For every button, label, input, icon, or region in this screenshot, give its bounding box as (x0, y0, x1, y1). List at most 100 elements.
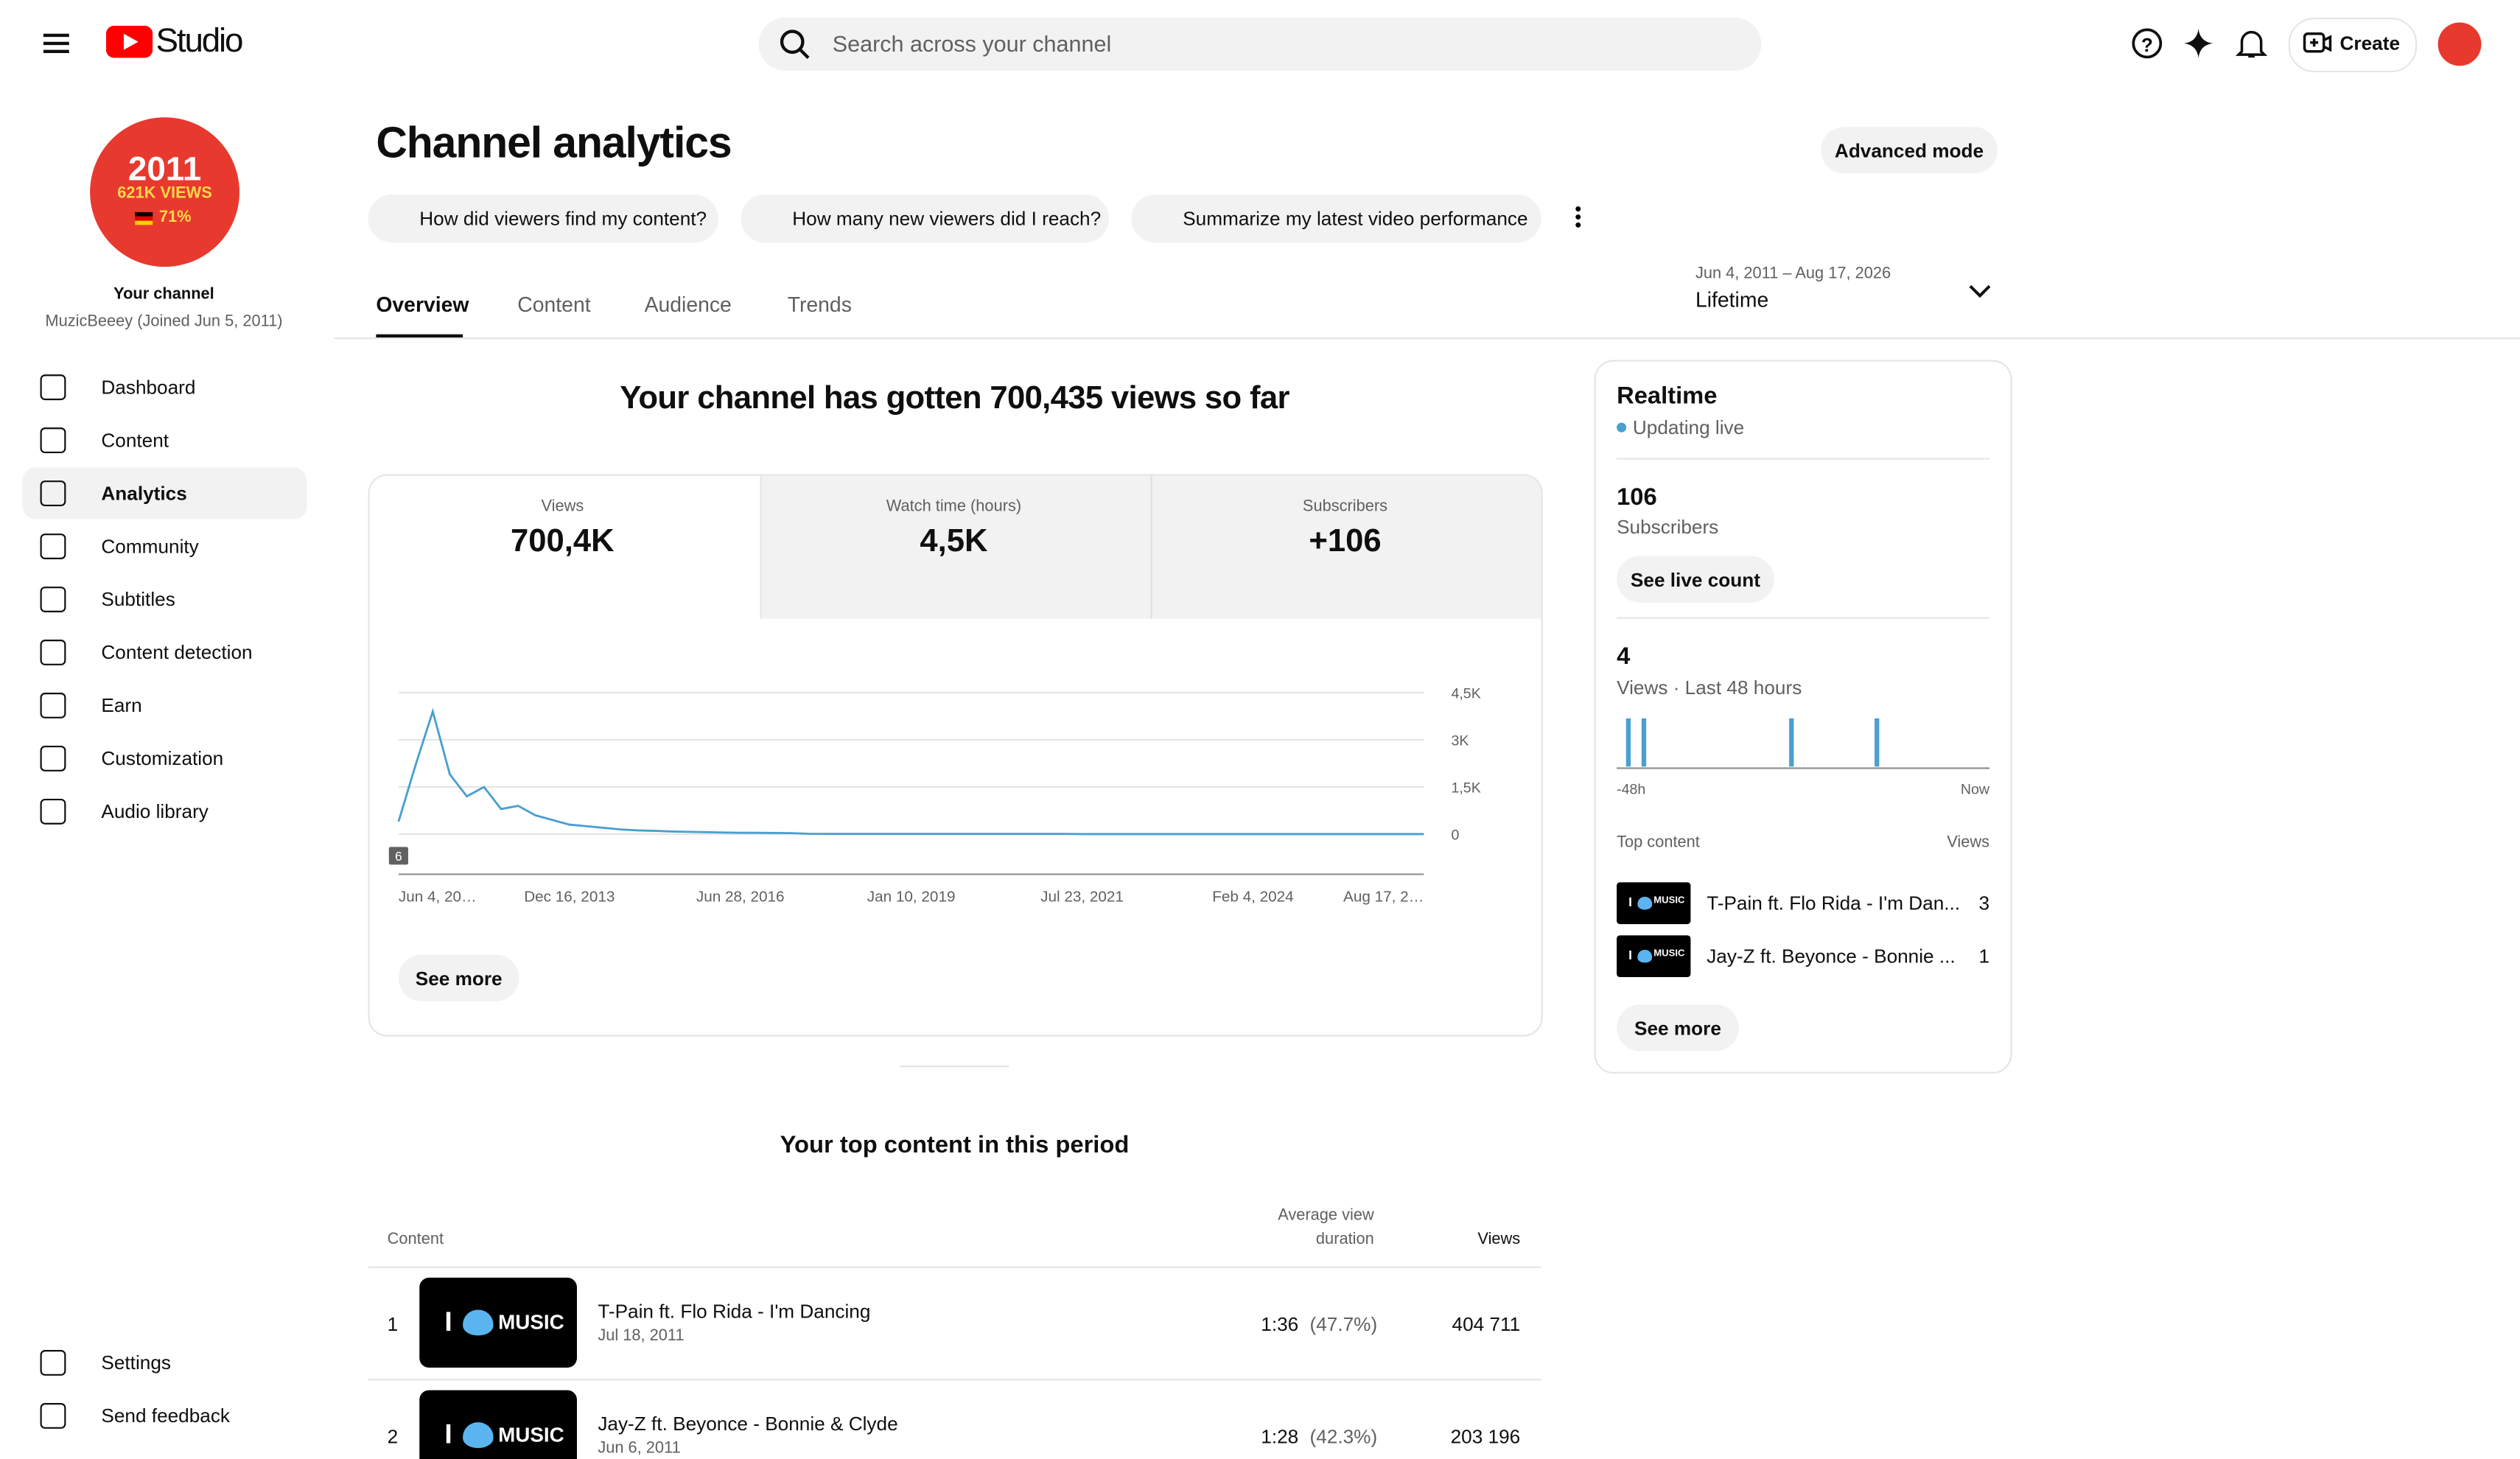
thumbnail[interactable] (1617, 935, 1691, 978)
metric-label[interactable]: Views (541, 498, 584, 517)
see-more[interactable]: See more (1617, 1004, 1739, 1052)
nav-icon[interactable] (40, 480, 66, 507)
bar (1641, 718, 1647, 767)
live-status: Updating live (1632, 416, 1745, 439)
channel-avatar[interactable] (90, 117, 239, 267)
logo-icon[interactable] (105, 25, 153, 58)
create-label[interactable]: Create (2339, 32, 2401, 55)
nav-item[interactable]: Earn (101, 694, 142, 717)
prompt-chip[interactable] (1131, 194, 1541, 243)
nav-item[interactable]: Settings (101, 1351, 171, 1374)
metric-label[interactable]: Watch time (hours) (886, 498, 1022, 517)
tab[interactable]: Content (517, 292, 591, 317)
sep (1617, 617, 1990, 619)
avatar-views: 621K VIEWS (117, 184, 212, 203)
percent: (47.7%) (1309, 1312, 1378, 1336)
see-live[interactable]: See live count (1617, 556, 1774, 603)
nav-icon[interactable] (40, 1350, 66, 1376)
see-more[interactable]: See more (398, 954, 519, 1001)
video-title[interactable]: T-Pain ft. Flo Rida - I'm Dancing (598, 1300, 871, 1323)
top-content-title: Your top content in this period (780, 1131, 1130, 1159)
search-placeholder[interactable]: Search across your channel (832, 30, 1112, 57)
search-icon[interactable] (780, 29, 812, 61)
views-label: Views · Last 48 hours (1617, 676, 1802, 699)
x-tick-label: Aug 17, 2… (1343, 889, 1424, 906)
duration: 1:36 (1261, 1312, 1299, 1336)
x-tick-label: Now (1961, 781, 1990, 797)
nav-item[interactable]: Audio library (101, 800, 209, 823)
annotation-box (388, 847, 408, 865)
avatar-percent: 71% (158, 209, 192, 227)
video-date: Jul 18, 2011 (598, 1327, 685, 1346)
nav-active-bg (22, 467, 307, 519)
rt-title[interactable]: Jay-Z ft. Beyonce - Bonnie ... (1707, 945, 1956, 968)
x-tick-label: Jan 10, 2019 (867, 889, 956, 906)
rank: 2 (387, 1425, 399, 1449)
nav-icon[interactable] (40, 533, 66, 559)
nav-icon[interactable] (40, 745, 66, 772)
spark-icon[interactable] (2183, 27, 2215, 60)
metric-label[interactable]: Subscribers (1302, 498, 1388, 517)
tab[interactable]: Audience (644, 292, 732, 317)
thumb-heart (1637, 950, 1652, 962)
period[interactable]: Lifetime (1695, 287, 1769, 312)
thumbnail[interactable] (419, 1390, 577, 1459)
col-duration: Average view (1278, 1206, 1374, 1225)
thumb-heart (1637, 897, 1652, 909)
nav-icon[interactable] (40, 693, 66, 718)
nav-item[interactable]: Subtitles (101, 588, 175, 611)
prompt-chip[interactable] (368, 194, 718, 243)
menu-icon[interactable] (42, 30, 71, 56)
more-icon[interactable] (1572, 204, 1584, 230)
nav-item[interactable]: Content detection (101, 641, 253, 664)
thumb-text: I (1628, 948, 1633, 963)
y-tick-label: 4,5K (1451, 686, 1480, 702)
thumb-heart (463, 1310, 494, 1335)
rank: 1 (387, 1312, 399, 1336)
account-avatar[interactable] (2437, 22, 2482, 66)
rt-title[interactable]: T-Pain ft. Flo Rida - I'm Dan... (1707, 892, 1961, 914)
y-tick-label: 3K (1451, 733, 1469, 749)
dropdown-icon[interactable] (1969, 283, 1992, 299)
nav-icon[interactable] (40, 587, 66, 612)
create-button[interactable] (2288, 17, 2418, 73)
views: 404 711 (1452, 1312, 1521, 1336)
metric-value[interactable]: 700,4K (511, 524, 615, 559)
percent: (42.3%) (1309, 1425, 1378, 1449)
tab[interactable]: Trends (787, 292, 852, 317)
nav-item[interactable]: Analytics (101, 482, 187, 505)
nav-item[interactable]: Community (101, 535, 199, 558)
subs-label: Subscribers (1617, 516, 1719, 539)
annotation: 6 (395, 849, 402, 864)
rt-views: 1 (1978, 945, 1990, 968)
nav-item[interactable]: Customization (101, 747, 224, 770)
nav-icon[interactable] (40, 798, 66, 825)
prompt-chip[interactable] (741, 194, 1109, 243)
nav-icon[interactable] (40, 427, 66, 454)
rt-views: 3 (1978, 892, 1990, 914)
help-icon[interactable]: ? (2131, 27, 2163, 60)
nav-icon[interactable] (40, 1403, 66, 1429)
search-box[interactable] (758, 17, 1762, 71)
thumbnail[interactable] (1617, 882, 1691, 925)
create-icon[interactable] (2303, 30, 2332, 56)
prompt-text[interactable]: How many new viewers did I reach? (792, 207, 1102, 230)
prompt-text[interactable]: Summarize my latest video performance (1183, 207, 1528, 230)
advanced-mode[interactable]: Advanced mode (1821, 127, 1998, 174)
nav-icon[interactable] (40, 640, 66, 665)
col-views: Views (1477, 1231, 1521, 1249)
brand[interactable]: Studio (155, 22, 244, 60)
nav-icon[interactable] (40, 374, 66, 401)
tab[interactable]: Overview (376, 292, 469, 317)
metric-value[interactable]: +106 (1309, 524, 1382, 559)
nav-item[interactable]: Send feedback (101, 1404, 231, 1427)
date-range[interactable]: Jun 4, 2011 – Aug 17, 2026 (1695, 265, 1891, 283)
metric-value[interactable]: 4,5K (920, 524, 988, 559)
thumbnail[interactable] (419, 1277, 577, 1368)
nav-item[interactable]: Dashboard (101, 376, 196, 399)
sep (1617, 458, 1990, 460)
prompt-text[interactable]: How did viewers find my content? (419, 207, 707, 230)
bell-icon[interactable] (2235, 27, 2268, 60)
video-title[interactable]: Jay-Z ft. Beyonce - Bonnie & Clyde (598, 1413, 898, 1435)
nav-item[interactable]: Content (101, 429, 169, 452)
